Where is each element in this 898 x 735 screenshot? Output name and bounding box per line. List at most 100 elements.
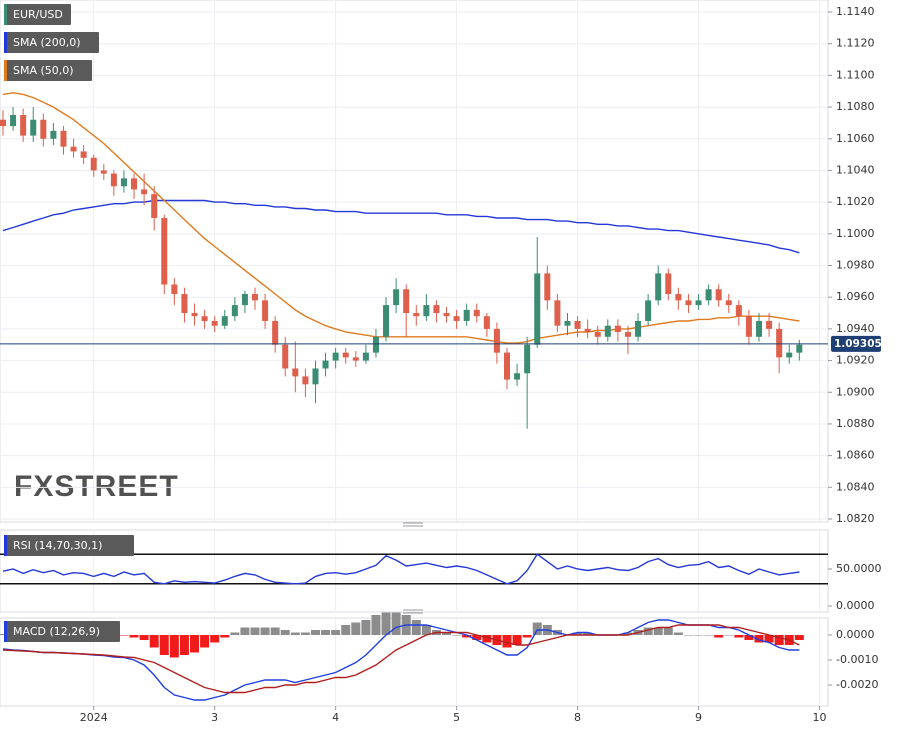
candle-body	[554, 300, 561, 326]
candle-body	[796, 344, 803, 353]
candle-body	[473, 309, 480, 317]
candle-body	[705, 289, 712, 301]
candle-body	[483, 316, 490, 329]
histogram-bar	[623, 632, 633, 635]
last-price-box	[831, 335, 881, 352]
histogram-bar	[673, 632, 683, 635]
candle-body	[211, 320, 218, 326]
legend-label: SMA (50,0)	[13, 64, 74, 77]
candle-body	[685, 300, 692, 306]
histogram-bar	[714, 635, 724, 638]
y-tick-label: -0.0020	[836, 678, 878, 691]
x-tick-label: 4	[332, 711, 339, 724]
histogram-bar	[250, 627, 260, 635]
candle-body	[10, 114, 17, 127]
histogram-bar	[573, 632, 583, 635]
y-tick-label: 1.1060	[836, 132, 875, 145]
histogram-bar	[230, 632, 240, 635]
candle-body	[332, 352, 339, 361]
histogram-bar	[270, 627, 280, 635]
histogram-bar	[179, 635, 189, 655]
candle-body	[725, 300, 732, 306]
candle-body	[574, 320, 581, 329]
x-tick-label: 5	[453, 711, 460, 724]
histogram-bar	[643, 627, 653, 635]
candle-body	[191, 313, 198, 317]
y-tick-label: 50.0000	[836, 562, 882, 575]
histogram-bar	[0, 634, 8, 635]
candle-body	[614, 325, 621, 333]
legend-swatch	[4, 4, 7, 25]
x-tick-label: 8	[574, 711, 581, 724]
candle-body	[322, 360, 329, 369]
candle-body	[70, 146, 77, 152]
candle-body	[302, 376, 309, 385]
candle-body	[544, 273, 551, 301]
histogram-bar	[321, 630, 331, 635]
candle-body	[372, 336, 379, 353]
y-tick-label: 1.0840	[836, 480, 875, 493]
y-tick-label: 1.1100	[836, 68, 875, 81]
indicator-line	[2, 624, 800, 694]
candle-body	[272, 320, 279, 345]
candle-body	[735, 305, 742, 317]
candle-body	[110, 173, 117, 187]
histogram-bar	[159, 635, 169, 655]
histogram-bar	[472, 635, 482, 640]
histogram-bar	[694, 635, 704, 636]
legend-box	[4, 60, 92, 81]
candle-body	[171, 284, 178, 295]
candle-body	[131, 178, 138, 190]
candle-body	[312, 368, 319, 385]
histogram-bar	[744, 635, 754, 640]
histogram-bar	[210, 635, 220, 643]
candle-body	[786, 352, 793, 358]
candle-body	[504, 352, 510, 380]
y-tick-label: 1.1120	[836, 37, 875, 50]
histogram-bar	[583, 632, 593, 635]
candle-body	[524, 344, 531, 374]
y-tick-label: 0.0000	[836, 628, 875, 641]
candle-body	[564, 320, 571, 326]
candle-body	[403, 289, 410, 314]
candle-body	[645, 300, 652, 321]
candle-body	[413, 313, 420, 317]
y-tick-label: 1.0860	[836, 449, 875, 462]
histogram-bar	[421, 625, 431, 635]
candle-body	[201, 316, 208, 321]
histogram-bar	[240, 627, 250, 635]
histogram-bar	[452, 635, 462, 636]
last-price-label: 1.09305	[834, 338, 882, 350]
candle-body	[665, 273, 672, 295]
indicator-line	[2, 619, 800, 701]
candle-body	[151, 194, 158, 218]
candle-body	[0, 119, 6, 127]
candle-body	[120, 178, 127, 187]
candle-body	[493, 328, 500, 353]
histogram-bar	[290, 632, 300, 635]
histogram-bar	[119, 635, 129, 636]
candle-body	[604, 325, 611, 337]
candle-body	[90, 157, 97, 171]
candle-body	[514, 373, 521, 380]
histogram-bar	[341, 625, 351, 635]
candle-body	[655, 273, 662, 301]
histogram-bar	[683, 635, 693, 636]
candle-body	[252, 294, 258, 301]
candle-body	[20, 114, 27, 136]
y-tick-label: 1.0880	[836, 417, 875, 430]
candle-body	[463, 309, 470, 321]
candle-body	[715, 289, 722, 301]
rsi-panel	[0, 529, 829, 613]
histogram-bar	[462, 635, 472, 638]
y-tick-label: 1.1020	[836, 195, 875, 208]
histogram-bar	[169, 635, 179, 658]
legend-swatch	[4, 32, 7, 53]
y-tick-label: 1.1040	[836, 163, 875, 176]
candle-body	[695, 300, 702, 306]
histogram-bar	[260, 627, 270, 635]
candle-body	[30, 119, 37, 136]
histogram-bar	[361, 620, 371, 635]
candle-body	[352, 357, 359, 361]
x-tick-label: 9	[695, 711, 702, 724]
